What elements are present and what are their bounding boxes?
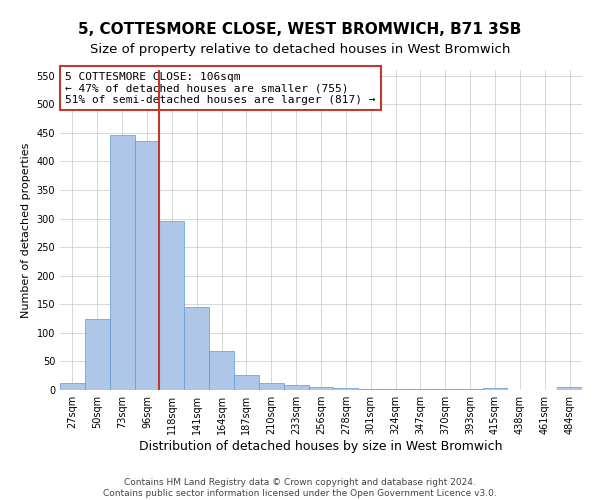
Bar: [308, 386, 334, 390]
Bar: [85, 318, 110, 390]
Y-axis label: Number of detached properties: Number of detached properties: [21, 142, 31, 318]
Bar: [284, 386, 308, 390]
Bar: [259, 382, 284, 390]
Bar: [209, 351, 234, 390]
Text: Contains HM Land Registry data © Crown copyright and database right 2024.
Contai: Contains HM Land Registry data © Crown c…: [103, 478, 497, 498]
Bar: [110, 134, 134, 390]
Bar: [557, 386, 582, 390]
Bar: [134, 142, 160, 390]
Bar: [184, 307, 209, 390]
Text: 5, COTTESMORE CLOSE, WEST BROMWICH, B71 3SB: 5, COTTESMORE CLOSE, WEST BROMWICH, B71 …: [79, 22, 521, 38]
Bar: [60, 383, 85, 390]
Bar: [358, 389, 383, 390]
Bar: [334, 388, 358, 390]
Text: 5 COTTESMORE CLOSE: 106sqm
← 47% of detached houses are smaller (755)
51% of sem: 5 COTTESMORE CLOSE: 106sqm ← 47% of deta…: [65, 72, 376, 105]
X-axis label: Distribution of detached houses by size in West Bromwich: Distribution of detached houses by size …: [139, 440, 503, 453]
Text: Size of property relative to detached houses in West Bromwich: Size of property relative to detached ho…: [90, 42, 510, 56]
Bar: [234, 374, 259, 390]
Bar: [482, 388, 508, 390]
Bar: [160, 222, 184, 390]
